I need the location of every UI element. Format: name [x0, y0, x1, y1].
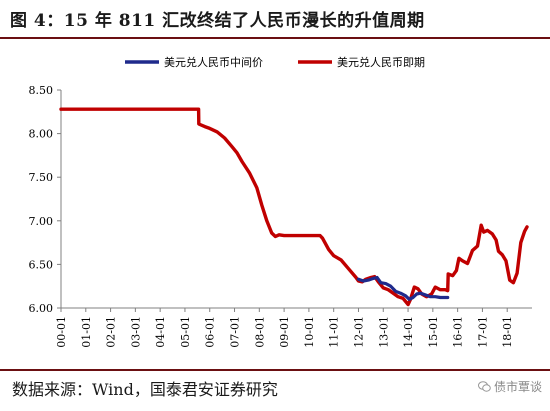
- x-tick-label: 11-01: [328, 316, 341, 348]
- x-tick-label: 00-01: [55, 316, 68, 348]
- x-tick-label: 14-01: [402, 316, 415, 348]
- x-tick-label: 02-01: [105, 316, 118, 348]
- wechat-icon: [477, 381, 491, 392]
- legend-label: 美元兑人民币即期: [337, 55, 425, 69]
- x-tick-label: 12-01: [352, 316, 365, 348]
- series-group: [59, 107, 529, 307]
- x-tick-label: 17-01: [476, 316, 489, 348]
- x-tick-label: 16-01: [452, 316, 465, 348]
- legend-item-spot: 美元兑人民币即期: [298, 55, 425, 69]
- series-line-spot: [59, 107, 529, 307]
- x-axis: 00-01 01-01 02-01 03-01 04-01 05-01 06-01 07-01…: [55, 307, 532, 348]
- figure-title: 图 4：15 年 811 汇改终结了人民币漫长的升值周期: [10, 11, 425, 31]
- y-tick-label: 8.00: [29, 128, 54, 141]
- legend-label: 美元兑人民币中间价: [164, 55, 263, 69]
- legend-item-central-parity: 美元兑人民币中间价: [125, 55, 263, 69]
- x-tick-label: 10-01: [303, 316, 316, 348]
- x-tick-label: 15-01: [427, 316, 440, 348]
- y-tick-label: 8.50: [29, 84, 54, 97]
- y-tick-label: 7.00: [29, 215, 54, 228]
- x-tick-label: 05-01: [179, 316, 192, 348]
- x-tick-label: 18-01: [501, 316, 514, 348]
- series-line-central-parity: [356, 275, 450, 301]
- source-divider: [0, 369, 550, 371]
- y-tick-label: 6.50: [29, 258, 54, 271]
- x-tick-label: 01-01: [80, 316, 93, 348]
- x-tick-label: 08-01: [253, 316, 266, 348]
- legend: 美元兑人民币中间价 美元兑人民币即期: [125, 55, 425, 69]
- x-tick-label: 09-01: [278, 316, 291, 348]
- title-divider: [0, 37, 550, 39]
- y-tick-label: 7.50: [29, 171, 54, 184]
- x-tick-label: 13-01: [377, 316, 390, 348]
- x-tick-label: 03-01: [129, 316, 142, 348]
- x-tick-label: 04-01: [154, 316, 167, 348]
- source-note: 数据来源：Wind，国泰君安证券研究: [12, 380, 278, 399]
- watermark-text: 债市覃谈: [493, 380, 542, 394]
- line-chart: 美元兑人民币中间价 美元兑人民币即期 6.00 6.50 7.00 7.50 8.00 8.…: [29, 55, 532, 348]
- x-tick-label: 07-01: [229, 316, 242, 348]
- y-tick-label: 6.00: [29, 302, 54, 315]
- x-tick-label: 06-01: [204, 316, 217, 348]
- watermark: 债市覃谈: [477, 378, 542, 395]
- y-axis: 6.00 6.50 7.00 7.50 8.00 8.50: [29, 84, 62, 315]
